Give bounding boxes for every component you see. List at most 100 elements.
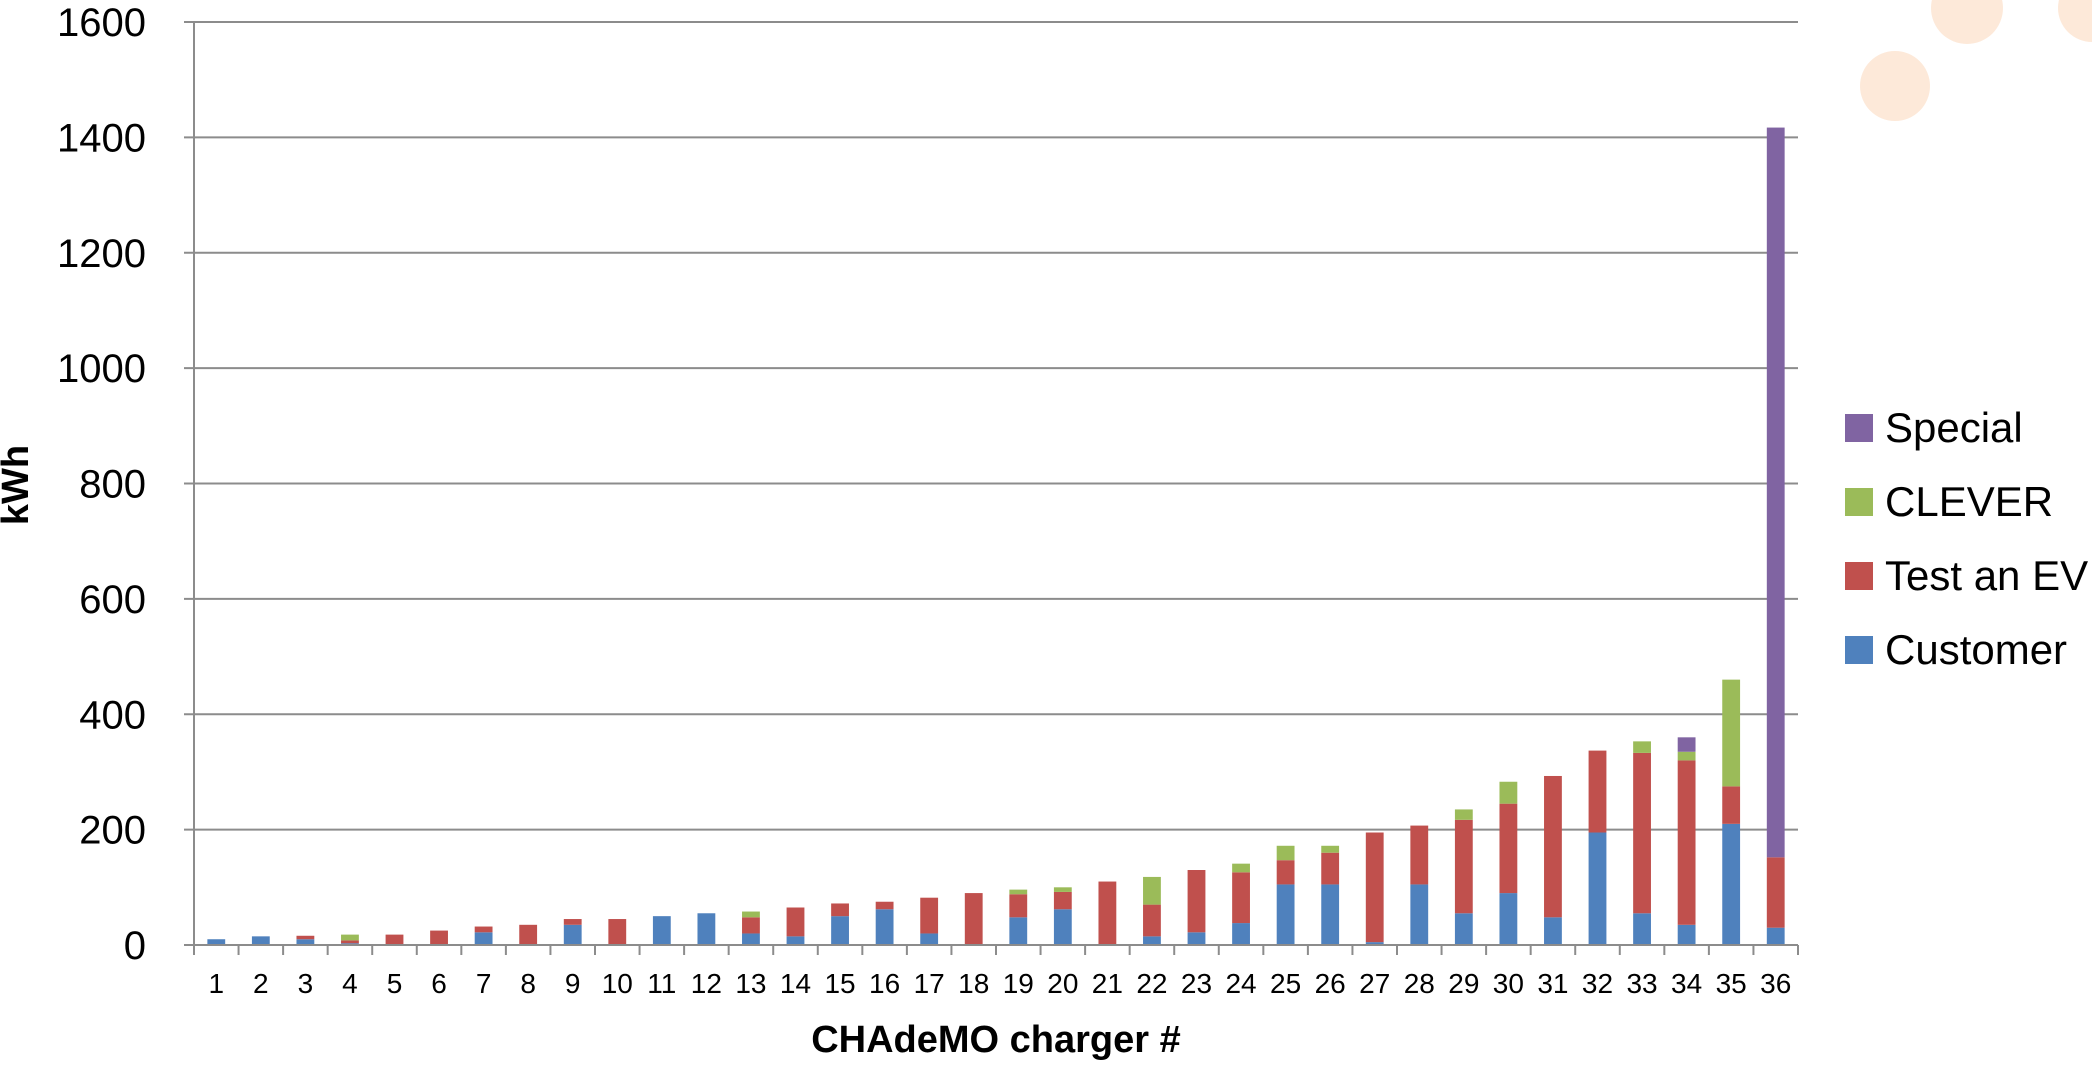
bar-segment-customer [1722,823,1741,945]
y-tick-label: 800 [79,463,146,507]
x-tick-label: 5 [387,968,403,999]
bar-segment-customer [1410,884,1429,945]
bar-segment-customer [1766,927,1785,945]
bar-segment-clever [1454,809,1473,820]
x-tick-label: 32 [1582,968,1613,999]
x-axis-title: CHAdeMO charger # [811,1019,1181,1060]
x-tick-label: 8 [520,968,536,999]
x-tick-label: 19 [1003,968,1034,999]
x-tick-label: 13 [735,968,766,999]
bar-segment-special [1766,127,1785,858]
bar-segment-customer [831,916,849,945]
bar-segment-test-an-ev [1544,775,1562,918]
bar-segment-test-an-ev [1009,894,1028,918]
bar-segment-test-an-ev [1365,832,1384,943]
x-tick-label: 35 [1716,968,1747,999]
bar-segment-test-an-ev [742,917,760,934]
x-tick-label: 6 [431,968,447,999]
bar-segment-customer [652,916,671,945]
bar-segment-test-an-ev [1410,825,1429,885]
bar-segment-test-an-ev [920,897,939,934]
bar-segment-customer [1499,893,1518,945]
bar-segment-customer [1276,884,1295,945]
gridlines [184,21,1798,946]
bar-segment-test-an-ev [1321,852,1340,885]
bar-segment-test-an-ev [1276,860,1295,885]
bar-segment-test-an-ev [1454,819,1473,914]
decor-circles [1860,0,2092,121]
y-tick-labels: 0 200 400 600 800 1000 1200 1400 1600 [57,1,146,968]
x-tick-label: 16 [869,968,900,999]
bar-segment-test-an-ev [964,893,983,945]
x-tick-label: 2 [253,968,269,999]
axes [193,22,1799,955]
x-tick-label: 36 [1760,968,1791,999]
bar-segment-clever [1722,679,1741,787]
x-tick-label: 17 [914,968,945,999]
bar-segment-test-an-ev [385,934,404,945]
bar-segment-customer [1588,832,1607,945]
x-tick-label: 20 [1047,968,1078,999]
bar-segment-customer [1143,936,1161,945]
bar-segment-clever [1276,845,1295,861]
bar-segment-test-an-ev [1633,752,1651,914]
legend-swatch [1845,488,1873,516]
bar-segment-customer [1454,913,1473,945]
x-tick-label: 30 [1493,968,1524,999]
x-tick-label: 34 [1671,968,1702,999]
bar-segment-customer [474,932,493,945]
bar-segment-clever [1053,887,1072,892]
bar-segment-clever [1232,863,1250,873]
x-tick-label: 29 [1448,968,1479,999]
bar-segment-test-an-ev [786,907,805,937]
x-tick-label: 3 [298,968,314,999]
x-tick-label: 27 [1359,968,1390,999]
bar-segment-test-an-ev [1766,857,1785,928]
x-tick-label: 7 [476,968,492,999]
bar-segment-test-an-ev [341,940,359,944]
x-tick-label: 21 [1092,968,1123,999]
bar-segment-customer [1187,932,1206,945]
bar-segment-test-an-ev [474,926,493,933]
x-tick-label: 28 [1404,968,1435,999]
bar-segment-clever [1633,741,1651,753]
bar-segment-test-an-ev [296,935,315,940]
bar-segment-test-an-ev [519,924,538,945]
bar-segment-customer [1365,942,1384,945]
bar-segment-customer [742,933,760,945]
bar-segment-customer [1009,917,1028,945]
x-tick-label: 4 [342,968,358,999]
y-tick-label: 1200 [57,232,146,276]
legend-swatch [1845,562,1873,590]
bar-segment-clever [1677,751,1696,761]
bar-segment-test-an-ev [608,919,627,945]
legend-label: Customer [1885,626,2067,673]
bar-segment-customer [875,909,894,945]
bar-segment-clever [742,911,760,918]
bar-segment-customer [697,913,716,945]
legend-swatch [1845,414,1873,442]
x-tick-label: 24 [1225,968,1256,999]
bar-segment-test-an-ev [1098,881,1117,945]
legend-label: CLEVER [1885,478,2053,525]
bar-segment-test-an-ev [1722,786,1741,824]
x-tick-label: 12 [691,968,722,999]
bar-segment-test-an-ev [430,930,448,945]
x-tick-labels: 1 2 3 4 5 6 7 8 9 10 11 12 13 14 15 16 17 18 19 20 21 22 23 24 2… [208,968,1791,999]
bar-segment-test-an-ev [1499,803,1518,894]
bar-segment-customer [1053,909,1072,945]
y-tick-label: 1600 [57,1,146,45]
x-tick-label: 11 [647,968,676,999]
legend-swatch [1845,636,1873,664]
bar-segment-test-an-ev [1588,750,1607,833]
x-tick-label: 31 [1537,968,1568,999]
bar-segment-clever [1321,845,1340,853]
bar-segment-customer [207,939,226,945]
y-tick-label: 1000 [57,347,146,391]
y-tick-label: 200 [79,809,146,853]
legend: Special CLEVER Test an EV Customer [1845,404,2088,673]
bar-segment-customer [296,939,315,945]
bar-segment-test-an-ev [1053,891,1072,910]
